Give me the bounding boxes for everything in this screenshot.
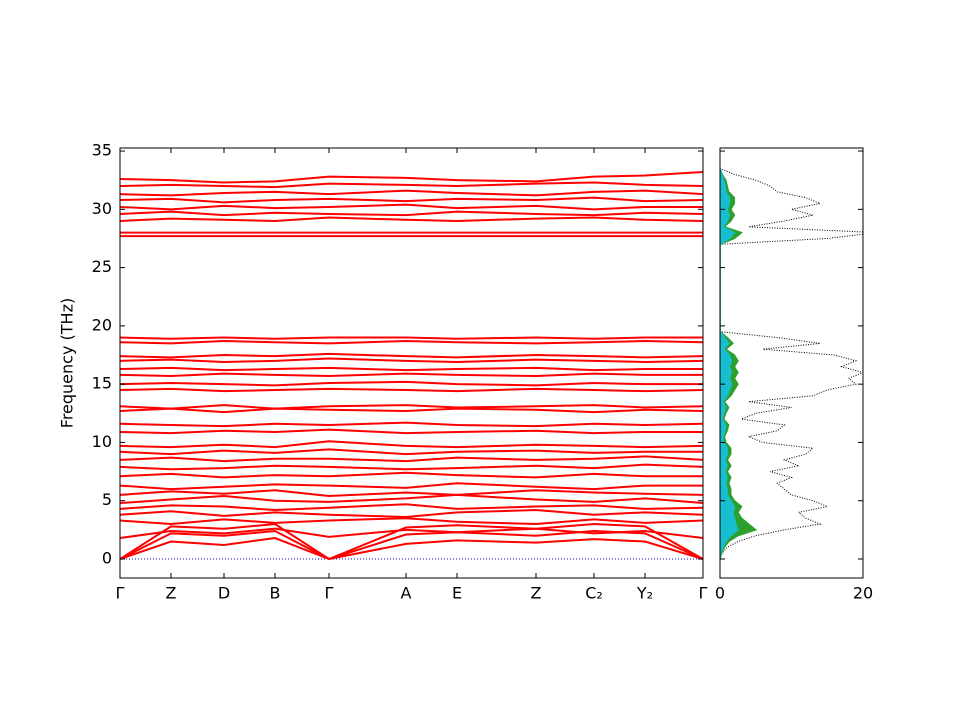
x-tick-label: D: [218, 584, 230, 603]
x-tick-label: Γ: [325, 584, 334, 603]
x-tick-label: Z: [531, 584, 542, 603]
band-line: [120, 463, 703, 471]
band-line: [120, 171, 703, 184]
y-tick-label: 30: [92, 199, 112, 218]
x-tick-label: B: [270, 584, 281, 603]
band-line: [120, 352, 703, 359]
band-line: [120, 357, 703, 364]
x-tick-label: A: [401, 584, 412, 603]
plot-area: [120, 171, 703, 561]
band-line: [120, 421, 703, 428]
band-line: [120, 380, 703, 387]
band-line: [120, 509, 703, 519]
band-line: [120, 181, 703, 189]
y-tick-label: 15: [92, 374, 112, 393]
x-tick-label: Z: [166, 584, 177, 603]
band-line: [120, 448, 703, 456]
band-line: [120, 372, 703, 377]
band-line: [120, 489, 703, 498]
band-line: [120, 440, 703, 449]
band-line: [120, 340, 703, 345]
band-line: [120, 527, 703, 540]
band-line: [120, 336, 703, 340]
band-line: [120, 482, 703, 491]
y-tick-label: 25: [92, 257, 112, 276]
x-tick-label: 20: [853, 584, 873, 603]
y-tick-label: 5: [102, 490, 112, 509]
band-line: [120, 517, 703, 526]
y-axis-label: Frequency (THz): [58, 298, 77, 428]
x-tick-label: 0: [715, 584, 725, 603]
total-dos-line: [720, 168, 863, 560]
x-tick-label: E: [452, 584, 462, 603]
y-tick-label: 10: [92, 432, 112, 451]
band-line: [120, 387, 703, 393]
band-line: [120, 471, 703, 479]
band-line: [120, 216, 703, 222]
y-tick-label: 20: [92, 315, 112, 334]
band-line: [120, 404, 703, 410]
y-tick-label: 35: [92, 141, 112, 160]
band-line: [120, 503, 703, 512]
band-line: [120, 203, 703, 211]
x-tick-label: Γ: [116, 584, 125, 603]
axes-frame: [719, 147, 864, 579]
x-tick-label: Γ: [699, 584, 708, 603]
pdos-area: [720, 168, 739, 560]
x-tick-label: Y₂: [636, 584, 653, 603]
band-line: [120, 455, 703, 463]
band-line: [120, 210, 703, 217]
band-line: [120, 523, 703, 561]
band-line: [120, 407, 703, 414]
band-line: [120, 530, 703, 561]
axes-frame: [119, 147, 704, 579]
band-line: [120, 536, 703, 561]
y-tick-label: 0: [102, 549, 112, 568]
x-tick-label: C₂: [585, 584, 603, 603]
band-line: [120, 428, 703, 435]
band-line: [120, 189, 703, 197]
band-line: [120, 493, 703, 505]
plot-area: [720, 168, 863, 560]
band-line: [120, 196, 703, 204]
band-line: [120, 366, 703, 372]
